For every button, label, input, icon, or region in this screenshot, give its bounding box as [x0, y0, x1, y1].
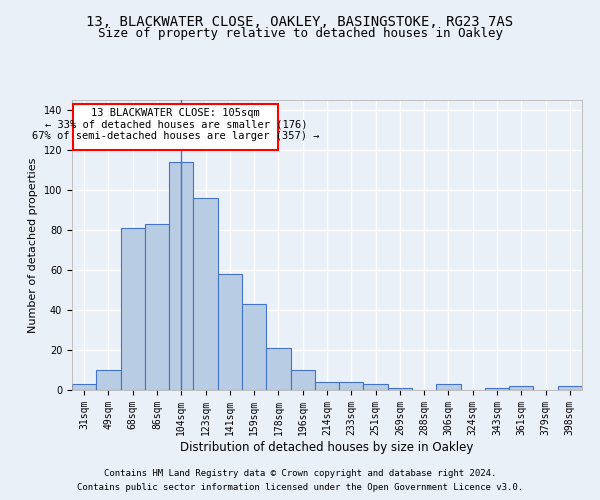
Bar — [388, 388, 412, 390]
Bar — [145, 224, 169, 390]
Bar — [242, 304, 266, 390]
Bar — [364, 384, 388, 390]
Text: Size of property relative to detached houses in Oakley: Size of property relative to detached ho… — [97, 28, 503, 40]
Text: Contains HM Land Registry data © Crown copyright and database right 2024.: Contains HM Land Registry data © Crown c… — [104, 468, 496, 477]
Bar — [290, 370, 315, 390]
Bar — [96, 370, 121, 390]
Bar — [266, 348, 290, 390]
Text: 13, BLACKWATER CLOSE, OAKLEY, BASINGSTOKE, RG23 7AS: 13, BLACKWATER CLOSE, OAKLEY, BASINGSTOK… — [86, 15, 514, 29]
Y-axis label: Number of detached properties: Number of detached properties — [28, 158, 38, 332]
Bar — [436, 384, 461, 390]
Bar — [121, 228, 145, 390]
Bar — [72, 384, 96, 390]
Bar — [193, 198, 218, 390]
Bar — [315, 382, 339, 390]
Text: Contains public sector information licensed under the Open Government Licence v3: Contains public sector information licen… — [77, 484, 523, 492]
Bar — [485, 388, 509, 390]
Bar — [218, 274, 242, 390]
Bar — [509, 386, 533, 390]
Bar — [169, 162, 193, 390]
Bar — [558, 386, 582, 390]
X-axis label: Distribution of detached houses by size in Oakley: Distribution of detached houses by size … — [181, 440, 473, 454]
Text: 13 BLACKWATER CLOSE: 105sqm
← 33% of detached houses are smaller (176)
67% of se: 13 BLACKWATER CLOSE: 105sqm ← 33% of det… — [32, 108, 320, 140]
FancyBboxPatch shape — [73, 104, 278, 150]
Bar — [339, 382, 364, 390]
